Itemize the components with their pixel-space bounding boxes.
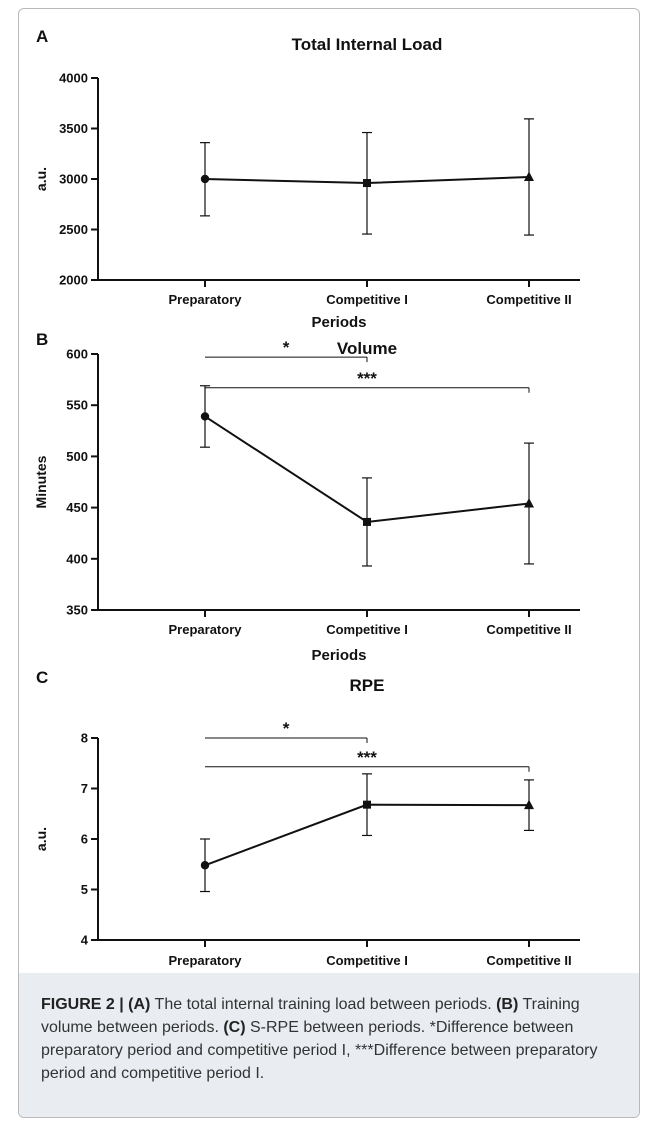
panel-c-point <box>200 861 210 870</box>
panel-a-point <box>200 174 210 184</box>
panel-c-title: RPE <box>350 676 385 695</box>
panel-b-y-tick-label: 500 <box>66 449 88 464</box>
panel-b-x-tick-label: Competitive I <box>326 622 408 637</box>
panel-c-point <box>524 799 534 810</box>
panel-b-x-axis-label: Periods <box>311 647 366 664</box>
caption-b-text: Training volume between periods. <box>41 996 580 1036</box>
panel-b-x-tick-label: Preparatory <box>169 622 243 637</box>
caption-c-text: S-RPE between periods. *Difference betwe… <box>41 1019 598 1082</box>
panel-b-point <box>363 517 371 526</box>
panel-c-y-tick-label: 8 <box>81 731 88 746</box>
panel-a-y-tick-label: 2000 <box>59 273 88 288</box>
caption-b-label: (B) <box>496 996 519 1013</box>
panel-a-point <box>524 171 534 181</box>
panel-a-label: A <box>36 27 48 46</box>
panel-a-y-tick-label: 3000 <box>59 172 88 187</box>
panel-a-x-tick-label: Competitive I <box>326 292 408 307</box>
panel-a-x-tick-label: Competitive II <box>486 292 571 307</box>
figure-frame: A Total Internal Load 2000 2500 3000 3500 4000… <box>18 8 640 1118</box>
panel-a-title: Total Internal Load <box>292 35 443 54</box>
panel-b-x-tick-label: Competitive II <box>486 622 571 637</box>
panel-a-x-axis-label: Periods <box>311 314 366 331</box>
caption-figure-label: FIGURE 2 | <box>41 996 124 1013</box>
caption-c-label: (C) <box>223 1019 246 1036</box>
panel-c-significance-label: * <box>283 719 290 738</box>
panel-a-x-tick-label: Preparatory <box>169 292 243 307</box>
panel-b-y-tick-label: 400 <box>66 551 88 566</box>
panel-c-x-tick-label: Competitive II <box>486 953 571 968</box>
figure-caption: FIGURE 2 | (A) The total internal traini… <box>19 973 639 1117</box>
panel-c-y-tick-label: 4 <box>81 933 89 948</box>
panel-c-label: C <box>36 668 48 687</box>
panel-b-y-tick-label: 600 <box>66 347 88 362</box>
caption-a-label: (A) <box>128 996 151 1013</box>
panel-b-y-tick-label: 550 <box>66 398 88 413</box>
panel-b-significance-label: * <box>283 338 290 357</box>
panel-b-title: Volume <box>337 339 397 358</box>
panel-a-y-tick-label: 2500 <box>59 222 88 237</box>
panel-a-y-tick-label: 4000 <box>59 71 88 86</box>
panel-c-x-tick-label: Preparatory <box>169 953 243 968</box>
panel-c-y-tick-label: 6 <box>81 832 88 847</box>
panel-b-y-tick-label: 350 <box>66 603 88 618</box>
panel-b-y-axis-label: Minutes <box>33 455 49 508</box>
caption-a-text: The total internal training load between… <box>150 996 497 1013</box>
panel-b-point <box>200 412 210 421</box>
panel-b-significance-label: *** <box>357 369 377 388</box>
panel-c-point <box>363 800 371 809</box>
panel-b-point <box>524 498 534 508</box>
panel-c-significance-label: *** <box>357 748 377 767</box>
panel-c-y-axis-label: a.u. <box>33 827 49 851</box>
panel-c-y-tick-label: 7 <box>81 781 88 796</box>
figure-charts: A Total Internal Load 2000 2500 3000 3500 4000… <box>33 27 580 968</box>
panel-c-x-tick-label: Competitive I <box>326 953 408 968</box>
panel-b-y-tick-label: 450 <box>66 500 88 515</box>
panel-a-y-axis-label: a.u. <box>33 167 49 191</box>
panel-b-label: B <box>36 330 48 349</box>
panel-c-y-tick-label: 5 <box>81 882 88 897</box>
panel-a-y-tick-label: 3500 <box>59 121 88 136</box>
panel-a-point <box>363 179 371 188</box>
